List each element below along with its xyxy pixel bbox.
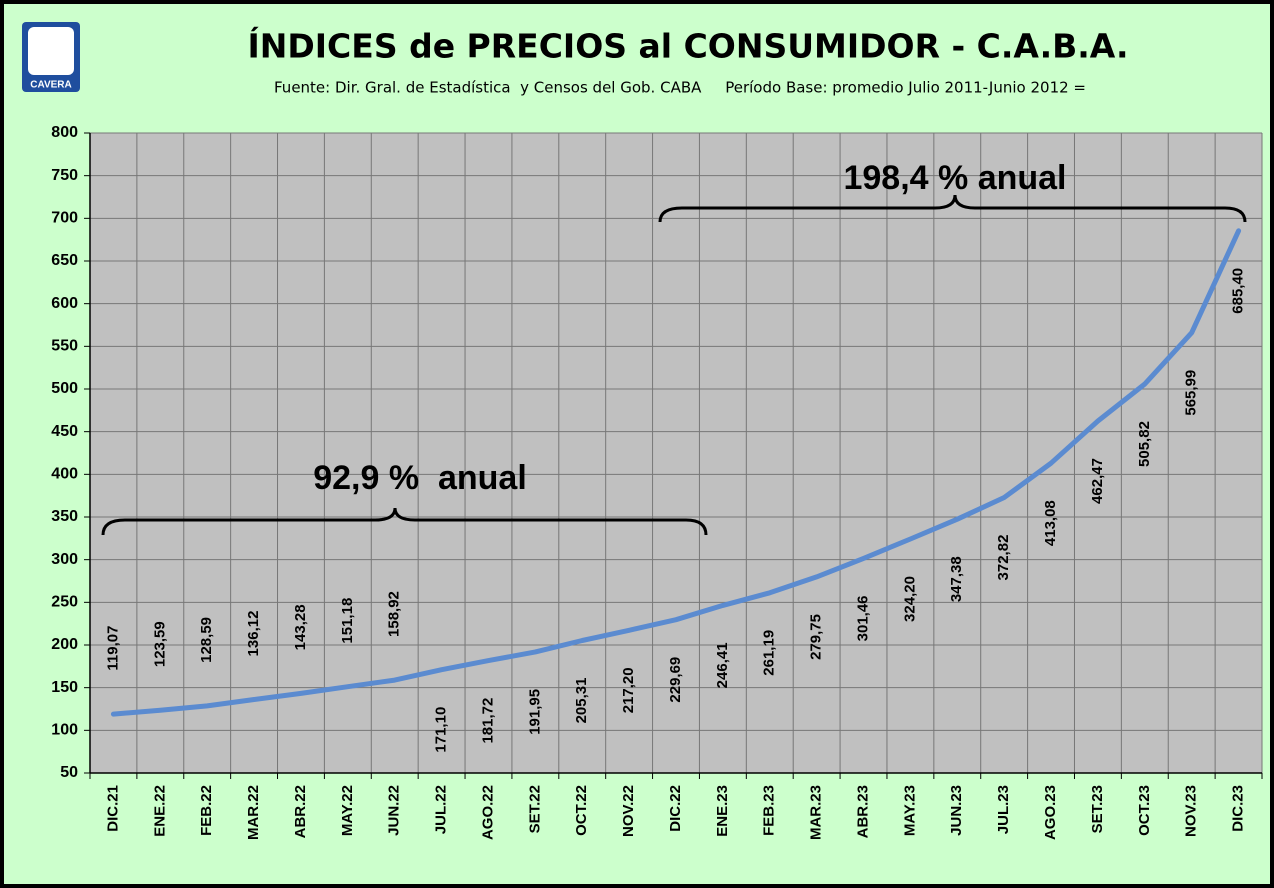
y-tick-label: 150 bbox=[51, 679, 78, 696]
x-tick-label: OCT.22 bbox=[573, 785, 590, 836]
value-label: 119,07 bbox=[104, 626, 121, 671]
x-tick-label: FEB.22 bbox=[198, 785, 215, 836]
x-tick-label: AGO.22 bbox=[479, 785, 496, 840]
value-label: 324,20 bbox=[901, 576, 918, 622]
value-label: 372,82 bbox=[995, 535, 1012, 581]
x-tick-label: JUN.23 bbox=[948, 785, 965, 836]
y-tick-label: 600 bbox=[51, 295, 78, 312]
x-tick-label: AGO.23 bbox=[1042, 785, 1059, 840]
value-label: 205,31 bbox=[573, 678, 590, 724]
y-tick-label: 800 bbox=[51, 124, 78, 141]
logo-square bbox=[28, 27, 74, 75]
x-tick-label: NOV.22 bbox=[620, 785, 637, 837]
x-tick-label: NOV.23 bbox=[1183, 785, 1200, 837]
value-label: 347,38 bbox=[948, 556, 965, 602]
value-label: 191,95 bbox=[526, 689, 543, 735]
value-label: 229,69 bbox=[667, 657, 684, 703]
value-label: 685,40 bbox=[1230, 268, 1247, 314]
value-label: 171,10 bbox=[433, 707, 450, 753]
x-tick-label: ABR.23 bbox=[854, 785, 871, 838]
y-tick-label: 50 bbox=[60, 764, 78, 781]
value-label: 217,20 bbox=[620, 667, 637, 713]
value-label: 279,75 bbox=[808, 614, 825, 660]
value-label: 158,92 bbox=[386, 591, 403, 637]
x-tick-label: ENE.23 bbox=[714, 785, 731, 837]
chart-title: ÍNDICES de PRECIOS al CONSUMIDOR - C.A.B… bbox=[247, 26, 1128, 66]
y-tick-label: 250 bbox=[51, 594, 78, 611]
line bbox=[110, 228, 1242, 717]
annotation: 198,4 % anual bbox=[843, 159, 1066, 197]
value-label: 136,12 bbox=[245, 611, 262, 657]
x-tick-label: JUN.22 bbox=[386, 785, 403, 836]
y-tick-label: 100 bbox=[51, 722, 78, 739]
y-tick-label: 650 bbox=[51, 252, 78, 269]
x-tick-label: OCT.23 bbox=[1136, 785, 1153, 836]
x-tick-label: MAR.22 bbox=[245, 785, 262, 840]
y-tick-label: 500 bbox=[51, 380, 78, 397]
y-tick-label: 700 bbox=[51, 210, 78, 227]
value-label: 123,59 bbox=[151, 621, 168, 667]
value-label: 181,72 bbox=[479, 698, 496, 744]
x-tick-label: SET.23 bbox=[1089, 785, 1106, 833]
x-tick-label: JUL.23 bbox=[995, 785, 1012, 834]
x-tick-label: JUL.22 bbox=[433, 785, 450, 834]
x-tick-label: ENE.22 bbox=[151, 785, 168, 837]
value-label: 143,28 bbox=[292, 604, 309, 650]
brace bbox=[101, 507, 708, 536]
y-tick-label: 300 bbox=[51, 551, 78, 568]
plot-area bbox=[90, 133, 1262, 773]
value-label: 413,08 bbox=[1042, 500, 1059, 546]
x-tick-label: DIC.23 bbox=[1230, 785, 1247, 832]
annotation: 92,9 % anual bbox=[313, 459, 527, 497]
value-label: 128,59 bbox=[198, 617, 215, 663]
x-tick-label: MAY.23 bbox=[901, 785, 918, 836]
y-tick-label: 750 bbox=[51, 167, 78, 184]
x-tick-label: DIC.22 bbox=[667, 785, 684, 832]
chart-subtitle: Fuente: Dir. Gral. de Estadística y Cens… bbox=[274, 79, 1086, 97]
value-label: 505,82 bbox=[1136, 421, 1153, 467]
y-tick-label: 200 bbox=[51, 636, 78, 653]
x-tick-label: MAY.22 bbox=[339, 785, 356, 836]
x-tick-label: ABR.22 bbox=[292, 785, 309, 838]
value-label: 261,19 bbox=[761, 630, 778, 676]
x-tick-label: SET.22 bbox=[526, 785, 543, 833]
value-label: 565,99 bbox=[1183, 370, 1200, 416]
y-tick-label: 450 bbox=[51, 423, 78, 440]
value-label: 151,18 bbox=[339, 598, 356, 644]
y-tick-label: 550 bbox=[51, 338, 78, 355]
x-tick-label: DIC.21 bbox=[104, 785, 121, 832]
brace bbox=[658, 194, 1247, 223]
x-tick-label: MAR.23 bbox=[808, 785, 825, 840]
value-label: 462,47 bbox=[1089, 458, 1106, 504]
y-tick-label: 400 bbox=[51, 466, 78, 483]
logo-text: CAVERA bbox=[30, 80, 71, 91]
x-tick-label: FEB.23 bbox=[761, 785, 778, 836]
value-label: 246,41 bbox=[714, 642, 731, 688]
value-label: 301,46 bbox=[854, 595, 871, 641]
y-tick-label: 350 bbox=[51, 508, 78, 525]
